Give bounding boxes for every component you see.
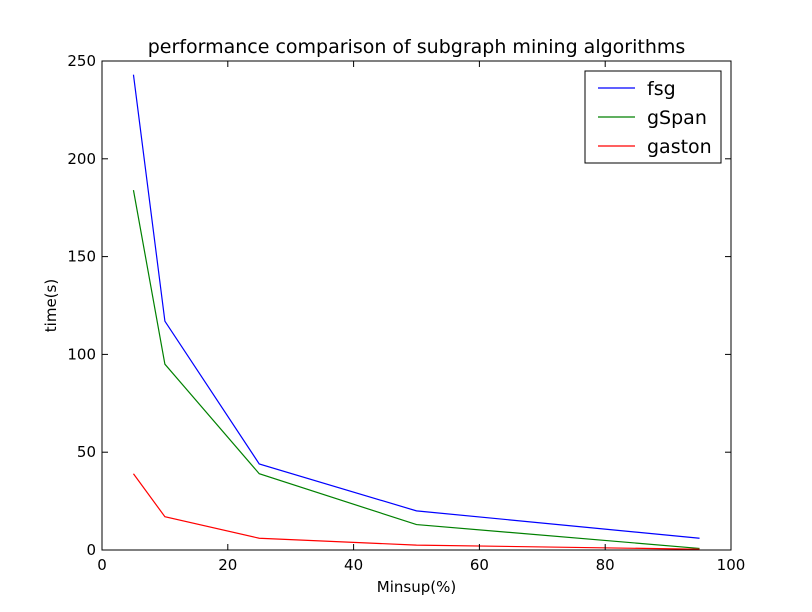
y-tick-label: 0 — [86, 541, 96, 559]
x-tick-label: 20 — [218, 556, 237, 574]
axis-ticks: 0 20 40 60 80 100 0 50 100 150 200 250 — [67, 52, 745, 574]
legend-label-gaston: gaston — [647, 136, 712, 158]
legend: fsg gSpan gaston — [584, 70, 722, 164]
y-tick-label: 100 — [67, 345, 96, 363]
x-tick-label: 100 — [717, 556, 746, 574]
x-tick-label: 40 — [344, 556, 363, 574]
chart-title: performance comparison of subgraph minin… — [148, 36, 686, 58]
y-tick-label: 250 — [67, 52, 96, 70]
y-tick-label: 150 — [67, 248, 96, 266]
series-layer — [132, 74, 700, 550]
x-axis-label: Minsup(%) — [377, 578, 456, 596]
series-line-fsg — [132, 74, 700, 539]
y-axis-label: time(s) — [42, 279, 60, 332]
series-line-gspan — [132, 189, 700, 550]
legend-label-gspan: gSpan — [647, 107, 707, 129]
plot-area-frame — [101, 60, 732, 551]
y-tick-label: 200 — [67, 150, 96, 168]
x-tick-label: 60 — [470, 556, 489, 574]
x-tick-label: 80 — [596, 556, 615, 574]
y-tick-label: 50 — [77, 443, 96, 461]
legend-label-fsg: fsg — [647, 78, 676, 100]
x-tick-label: 0 — [97, 556, 107, 574]
series-line-gaston — [132, 473, 700, 550]
